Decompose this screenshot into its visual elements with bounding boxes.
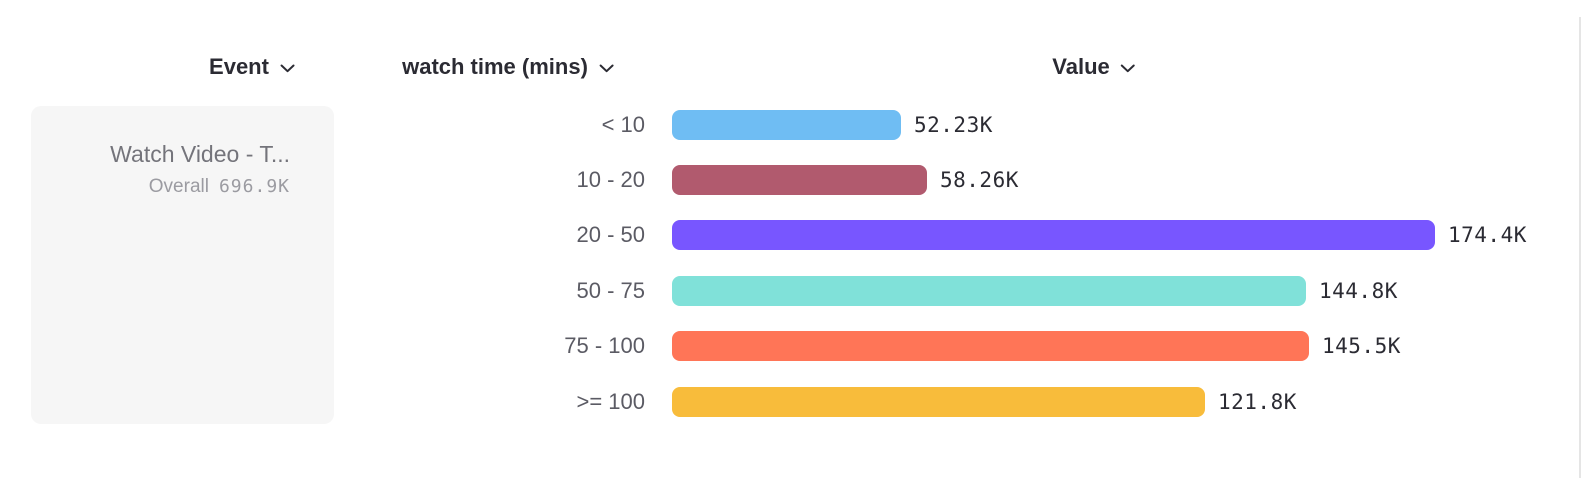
column-header-value[interactable]: Value (1052, 54, 1136, 80)
bar-value-label: 174.4K (1448, 223, 1527, 248)
bar-row: < 10 52.23K (0, 97, 1584, 152)
bucket-label: >= 100 (576, 388, 645, 414)
event-name: Watch Video - T... (110, 141, 290, 167)
bar-row: 20 - 50 174.4K (0, 208, 1584, 263)
bar[interactable] (672, 165, 927, 196)
bar-chart: < 10 52.23K 10 - 20 58.26K 20 - 50 174.4… (0, 97, 1584, 429)
bar[interactable] (672, 275, 1306, 306)
bucket-label: < 10 (601, 111, 645, 137)
bar-row: 10 - 20 58.26K (0, 152, 1584, 207)
column-header-value-label: Value (1052, 54, 1110, 79)
chevron-down-icon (280, 64, 295, 73)
bar[interactable] (672, 386, 1205, 417)
bucket-label: 75 - 100 (564, 333, 645, 359)
chevron-down-icon (1121, 64, 1136, 73)
event-overall: Overall 696.9K (31, 176, 290, 198)
event-card[interactable]: Watch Video - T... Overall 696.9K (31, 106, 334, 424)
bar-value-label: 58.26K (940, 168, 1019, 193)
bar-value-label: 52.23K (914, 112, 993, 137)
bar-value-label: 121.8K (1218, 389, 1297, 414)
bucket-label: 50 - 75 (576, 277, 646, 303)
column-header-watch-time-label: watch time (mins) (402, 54, 588, 79)
bar[interactable] (672, 220, 1435, 251)
event-overall-value: 696.9K (218, 176, 290, 197)
column-header-watch-time[interactable]: watch time (mins) (402, 54, 614, 80)
bar[interactable] (672, 331, 1309, 362)
bar-row: 50 - 75 144.8K (0, 263, 1584, 318)
bar-value-label: 145.5K (1322, 334, 1401, 359)
column-header-event[interactable]: Event (209, 54, 295, 80)
chevron-down-icon (599, 64, 614, 73)
bar-value-label: 144.8K (1319, 278, 1398, 303)
bar-row: >= 100 121.8K (0, 374, 1584, 429)
bucket-label: 20 - 50 (576, 222, 646, 248)
bar-row: 75 - 100 145.5K (0, 319, 1584, 374)
bar[interactable] (672, 109, 901, 140)
event-overall-label: Overall (148, 176, 209, 197)
bucket-label: 10 - 20 (576, 167, 646, 193)
panel-divider (1579, 17, 1581, 478)
column-header-event-label: Event (209, 54, 269, 79)
